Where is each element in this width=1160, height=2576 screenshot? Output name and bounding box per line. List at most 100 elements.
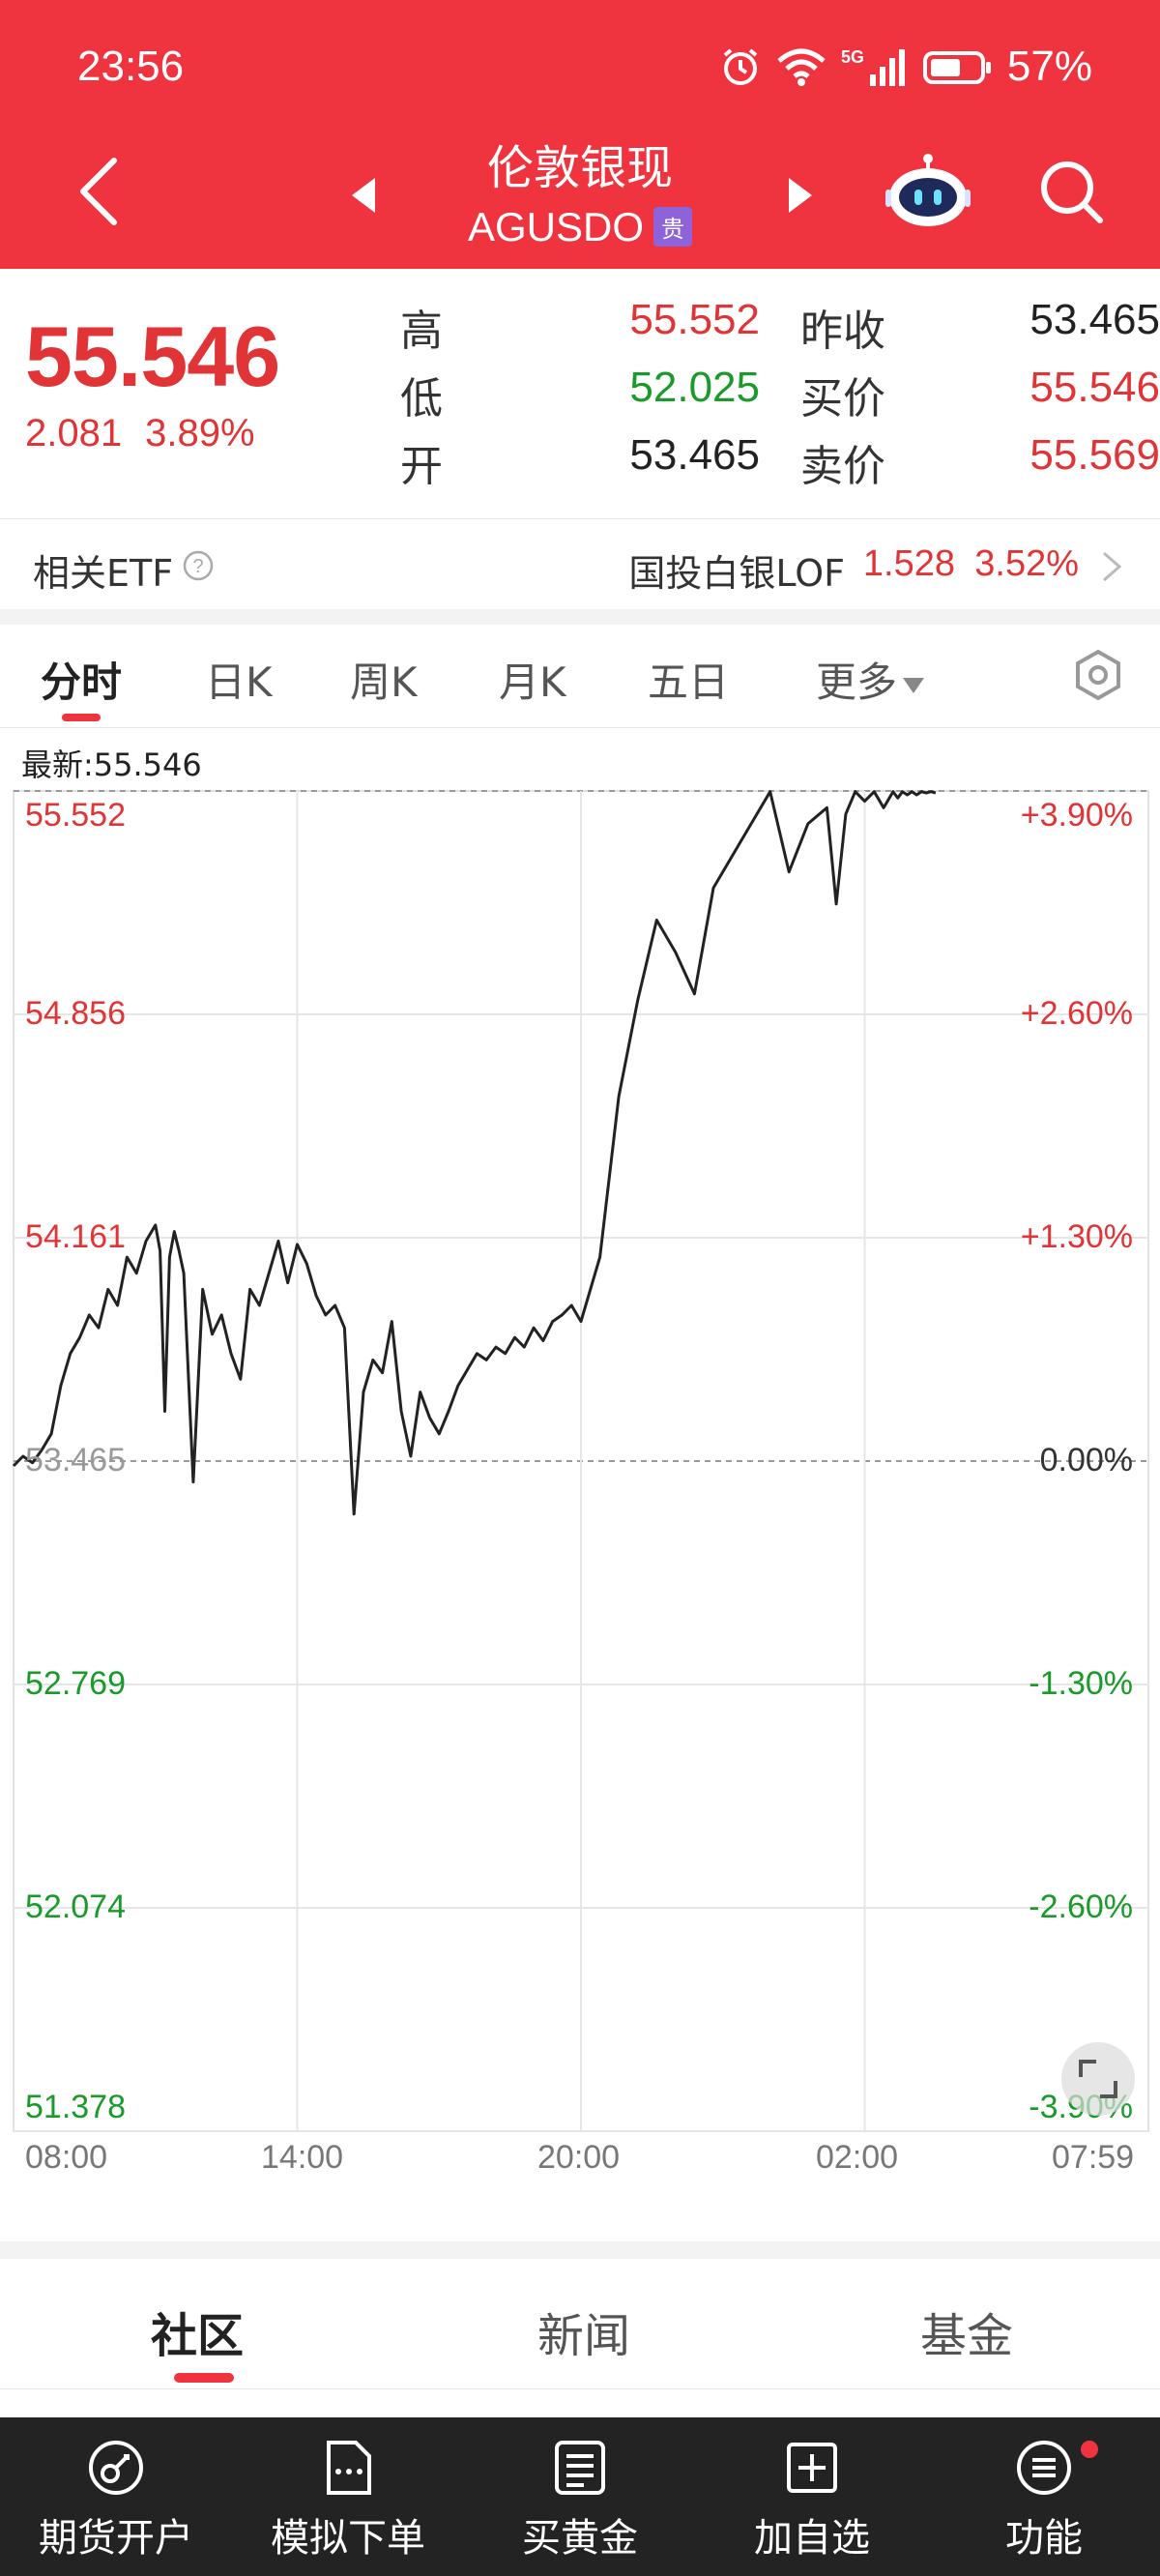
settings-icon[interactable] — [1071, 648, 1125, 702]
nav-label: 加自选 — [754, 2516, 870, 2561]
y-tick-label-left: 54.161 — [25, 1218, 126, 1255]
x-tick-label: 02:00 — [816, 2139, 899, 2176]
nav-add-watchlist[interactable]: 加自选 — [696, 2417, 928, 2576]
prev-instrument-button[interactable] — [344, 174, 383, 217]
price-line — [12, 790, 937, 1516]
simulate-order-icon — [327, 2441, 371, 2495]
bid-label: 买价 — [800, 374, 885, 424]
y-tick-label-right: -1.30% — [1029, 1665, 1133, 1702]
instrument-subtitle: AGUSDO 贵 — [0, 201, 1160, 250]
nav-functions[interactable]: 功能 — [928, 2417, 1160, 2576]
etf-price: 1.528 — [862, 543, 955, 584]
chart-period-tabs: 分时 日K 周K 月K 五日 更多 — [0, 625, 1160, 727]
low-value: 52.025 — [629, 364, 760, 411]
divider — [0, 727, 1160, 728]
content-tab-active-indicator — [174, 2373, 234, 2383]
prev-close-label: 昨收 — [800, 307, 885, 356]
tab-five-day[interactable]: 五日 — [648, 659, 730, 706]
svg-text:5G: 5G — [841, 47, 864, 67]
low-label: 低 — [400, 374, 443, 424]
help-icon[interactable]: ? — [182, 549, 215, 582]
prev-close-value: 53.465 — [1030, 296, 1160, 343]
nav-buy-gold[interactable]: 买黄金 — [464, 2417, 696, 2576]
fullscreen-icon[interactable] — [1061, 2042, 1135, 2116]
high-value: 55.552 — [629, 296, 760, 343]
add-watchlist-icon — [787, 2443, 837, 2493]
y-tick-label-left: 51.378 — [25, 2089, 126, 2125]
etf-percent: 3.52% — [974, 543, 1079, 584]
section-gap — [0, 609, 1160, 625]
ask-label: 卖价 — [800, 442, 885, 491]
etf-name: 国投白银LOF — [628, 552, 845, 595]
instrument-symbol: AGUSDO — [467, 203, 645, 249]
high-label: 高 — [400, 307, 443, 356]
bid-value: 55.546 — [1030, 364, 1160, 411]
nav-account-open[interactable]: 期货开户 — [0, 2417, 232, 2576]
open-label: 开 — [400, 442, 443, 491]
y-tick-label-left: 52.769 — [25, 1665, 126, 1702]
y-tick-label-left: 53.465 — [25, 1442, 126, 1478]
caret-down-icon — [903, 677, 925, 693]
divider — [0, 518, 1160, 519]
etf-label: 相关ETF — [33, 552, 174, 595]
tab-weekly-k[interactable]: 周K — [350, 659, 418, 706]
robot-assistant-icon[interactable] — [884, 153, 972, 230]
wifi-icon — [777, 48, 826, 86]
nav-label: 模拟下单 — [271, 2516, 425, 2561]
divider — [0, 2388, 1160, 2389]
bottom-navigation: 期货开户 模拟下单 买黄金 加自选 功能 — [0, 2417, 1160, 2576]
y-tick-label-right: +2.60% — [1020, 995, 1133, 1032]
next-instrument-button[interactable] — [781, 174, 820, 217]
buy-gold-icon — [555, 2441, 605, 2495]
y-tick-label-right: +3.90% — [1020, 797, 1133, 834]
instrument-title: 伦敦银现 — [486, 143, 673, 194]
change-percent: 3.89% — [145, 412, 255, 454]
y-tick-label-right: 0.00% — [1039, 1442, 1133, 1478]
ask-value: 55.569 — [1030, 431, 1160, 479]
y-tick-label-right: -2.60% — [1029, 1888, 1133, 1925]
tab-more-label: 更多 — [816, 659, 898, 706]
status-time: 23:56 — [77, 43, 185, 90]
content-tabs: 社区 新闻 基金 — [0, 2259, 1160, 2388]
tab-community[interactable]: 社区 — [151, 2309, 245, 2363]
tab-more[interactable]: 更多 — [816, 650, 925, 709]
x-tick-label: 07:59 — [1052, 2139, 1135, 2176]
menu-icon — [1017, 2441, 1071, 2495]
y-tick-label-left: 55.552 — [25, 797, 126, 834]
nav-label: 期货开户 — [39, 2516, 193, 2561]
category-badge: 贵 — [653, 207, 693, 248]
notification-dot — [1081, 2441, 1098, 2458]
battery-icon — [922, 51, 991, 84]
account-open-icon — [89, 2441, 143, 2495]
search-icon[interactable] — [1038, 159, 1106, 226]
tab-monthly-k[interactable]: 月K — [499, 659, 566, 706]
chevron-right-icon — [1103, 551, 1122, 582]
chart-grid — [13, 790, 1149, 2132]
nav-label: 功能 — [1005, 2516, 1083, 2561]
x-tick-label: 08:00 — [25, 2139, 108, 2176]
alarm-icon — [723, 48, 758, 85]
related-etf-row[interactable]: 相关ETF ? 国投白银LOF 1.528 3.52% — [0, 520, 1160, 609]
latest-price-label: 最新:55.546 — [21, 746, 202, 783]
price-change: 2.081 3.89% — [25, 412, 255, 455]
tab-daily-k[interactable]: 日K — [205, 659, 273, 706]
tab-news[interactable]: 新闻 — [537, 2309, 631, 2363]
svg-text:?: ? — [192, 556, 203, 577]
last-price: 55.546 — [25, 308, 280, 404]
nav-label: 买黄金 — [522, 2516, 638, 2561]
quote-panel: 55.546 2.081 3.89% 高 55.552 低 52.025 开 53… — [0, 269, 1160, 518]
intraday-chart[interactable] — [0, 774, 1160, 2166]
x-tick-label: 14:00 — [261, 2139, 344, 2176]
nav-simulate-order[interactable]: 模拟下单 — [232, 2417, 464, 2576]
back-button[interactable] — [72, 155, 130, 228]
chart-series — [12, 790, 937, 1516]
tab-funds[interactable]: 基金 — [920, 2309, 1014, 2363]
x-tick-label: 20:00 — [537, 2139, 621, 2176]
change-amount: 2.081 — [25, 412, 123, 454]
tab-intraday[interactable]: 分时 — [41, 659, 123, 706]
section-gap — [0, 2241, 1160, 2259]
y-tick-label-right: +1.30% — [1020, 1218, 1133, 1255]
tab-active-indicator — [62, 714, 101, 721]
battery-level: 57% — [1006, 43, 1092, 90]
signal-5g-icon: 5G — [841, 47, 905, 86]
